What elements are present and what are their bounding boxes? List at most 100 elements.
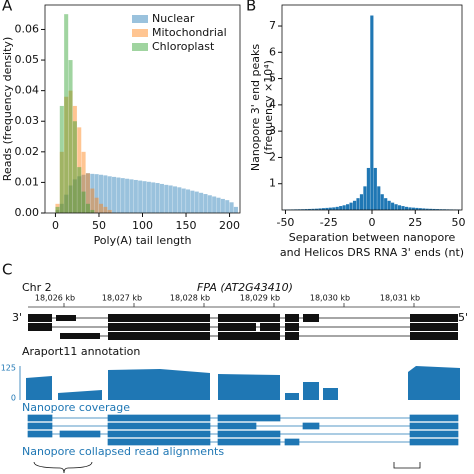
bar [77,167,82,213]
y-tick-label: 0.06 [15,22,40,35]
gene-models [28,314,458,340]
bar [363,186,367,210]
bar [352,200,357,210]
bar [90,209,95,213]
y-tick-label: 0.04 [15,84,40,97]
bar [85,203,90,213]
bar [172,186,178,213]
bar [133,179,138,213]
bar [199,192,204,213]
bar [98,203,104,213]
bar [125,178,130,213]
bar [55,209,60,213]
bar [436,209,440,210]
panel-label: A [2,0,13,15]
bar [181,188,186,213]
legend-swatch [132,29,148,37]
bar [225,200,230,213]
y-tick-label: 6 [269,45,276,58]
bracket [33,461,93,474]
strand-left: 3' [12,311,22,324]
y-tick-label: 0.00 [15,206,40,219]
y-tick-label: 7 [269,19,276,32]
bar [366,167,370,210]
bar [186,189,191,213]
legend-swatch [132,15,148,23]
coordinate-label: 18,030 kb [310,294,350,303]
x-tick-label: -25 [320,216,338,229]
bar [415,207,419,210]
bar [68,185,73,213]
bar [159,183,164,213]
bar [321,208,325,210]
coordinate-labels: 18,026 kb 18,027 kb 18,028 kb 18,029 kb … [35,294,420,303]
bracket [393,462,421,469]
coverage-label: Nanopore coverage [22,401,130,414]
chromosome: Chr 2 [22,281,52,294]
bar [59,203,64,213]
legend-label: Nuclear [152,12,195,25]
bar [64,14,69,214]
bar [304,209,308,210]
y-axis-label: (frequency ×10⁴) [262,60,275,155]
bar [81,191,86,213]
bar [346,204,350,210]
bar [98,174,104,213]
panel-label: C [2,261,12,279]
bar [151,182,156,213]
bar [72,121,77,213]
bar [397,205,402,210]
reads-label: Nanopore collapsed read alignments [22,445,224,458]
bar [404,206,409,210]
bar [203,194,208,213]
bar [94,174,99,213]
y-tick-label: 1 [269,177,276,190]
bar [318,208,322,210]
bar [107,209,112,213]
genome-browser: C Chr 2 FPA (AT2G43410) 18,026 kb 18,027… [1,261,468,474]
legend-swatch [132,43,148,51]
bar [220,198,225,213]
bar [77,127,82,213]
bar [307,208,312,210]
bar [311,208,315,210]
bar [207,195,212,213]
x-tick-label: 50 [92,219,106,232]
coordinate-label: 18,029 kb [240,294,280,303]
bar [387,200,391,210]
y-tick-label: 0.03 [15,114,40,127]
bar [325,207,329,210]
bar [142,181,147,213]
bar [359,194,364,210]
bar [68,60,73,213]
coordinate-ticks [63,303,415,307]
read-alignments [27,414,459,446]
bar [432,208,436,210]
bar [216,197,221,213]
coordinate-label: 18,026 kb [35,294,75,303]
coverage-min: 0 [11,394,16,403]
bar [81,151,86,213]
bar [391,202,395,210]
bar [177,187,182,213]
y-axis-label: Reads (frequency density) [1,37,14,181]
bar [64,96,69,213]
bar [116,177,121,213]
bar [94,197,99,213]
gene-name: FPA (AT2G43410) [197,281,293,294]
bar [64,194,69,213]
y-tick-label: 5 [269,72,276,85]
y-axis-label: Nanopore 3' end peaks [249,44,262,172]
bar [168,185,173,213]
bar [233,206,238,213]
bar [377,186,381,210]
y-tick-label: 0.05 [15,53,40,66]
bar [81,174,86,213]
bar [77,176,82,213]
bar [103,206,108,213]
legend-label: Chloroplast [152,40,215,53]
bar [212,196,217,213]
bar [373,167,377,210]
annotation-label: Araport11 annotation [22,345,140,358]
